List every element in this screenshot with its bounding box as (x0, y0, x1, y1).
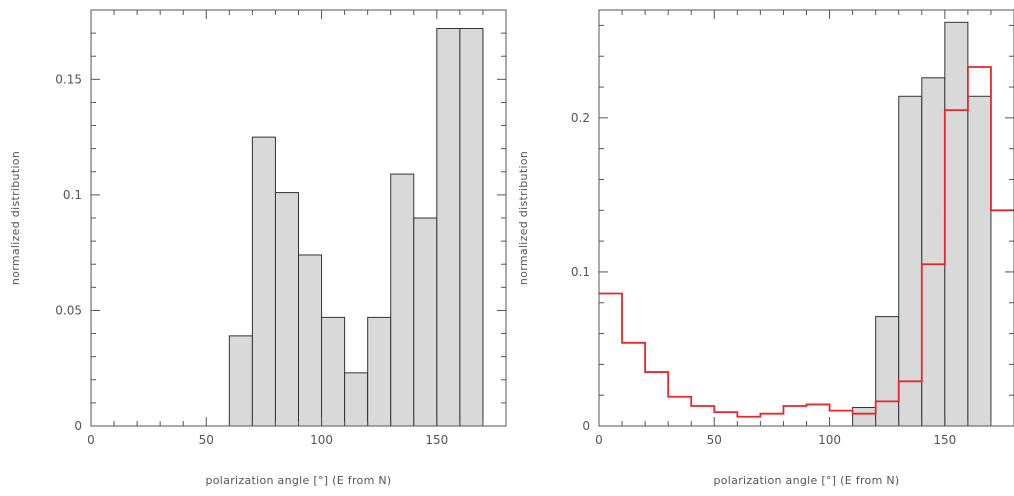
histogram-bar (853, 408, 876, 426)
histogram-bar (391, 174, 414, 426)
histogram-bar (322, 317, 345, 426)
right-histogram-panel: 0 50 100 150 0 0.1 0.2 polarization angle [°] (… (517, 0, 1014, 487)
x-tick-label: 0 (87, 433, 95, 447)
x-tick-label: 150 (425, 433, 448, 447)
x-tick-label: 50 (199, 433, 214, 447)
y-tick-label: 0.1 (571, 265, 590, 279)
histogram-bar (414, 218, 437, 426)
x-tick-label: 100 (818, 433, 841, 447)
x-tick-label: 50 (707, 433, 722, 447)
histogram-bar (275, 193, 298, 426)
y-tick-label: 0.2 (571, 111, 590, 125)
y-tick-label: 0.05 (55, 303, 82, 317)
histogram-bar (368, 317, 391, 426)
y-axis-label: normalized distribution (9, 151, 22, 285)
y-tick-label: 0.1 (63, 188, 82, 202)
y-tick-label: 0 (582, 419, 590, 433)
histogram-bar (299, 255, 322, 426)
y-axis-label: normalized distribution (517, 151, 530, 285)
histogram-bar (968, 96, 991, 426)
histogram-bar (899, 96, 922, 426)
histogram-bar (460, 28, 483, 426)
x-tick-label: 150 (933, 433, 956, 447)
histogram-bar (945, 22, 968, 426)
y-tick-label: 0.15 (55, 72, 82, 86)
x-axis-label: polarization angle [°] (E from N) (205, 474, 391, 487)
histogram-bar (229, 336, 252, 426)
histogram-bar (345, 373, 368, 426)
histogram-bar (876, 317, 899, 426)
left-histogram-panel: 0 50 100 150 0 0.05 0.1 0.15 polarization angle … (9, 10, 506, 487)
x-axis-label: polarization angle [°] (E from N) (713, 474, 899, 487)
x-tick-label: 100 (310, 433, 333, 447)
histogram-bar (437, 28, 460, 426)
histogram-bar (252, 137, 275, 426)
x-tick-label: 0 (595, 433, 603, 447)
y-tick-label: 0 (74, 419, 82, 433)
histogram-bar (922, 78, 945, 426)
